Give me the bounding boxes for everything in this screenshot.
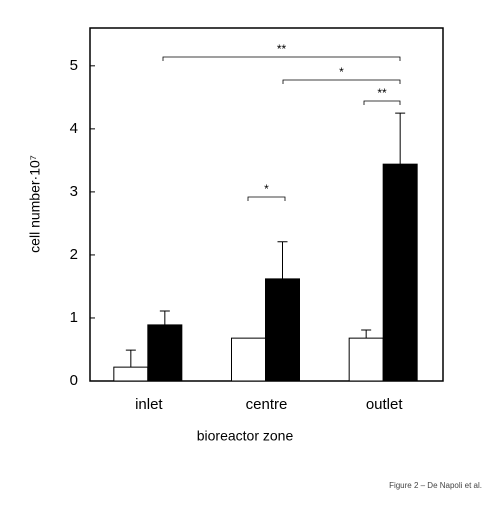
significance-bracket xyxy=(247,196,286,201)
y-tick-label: 5 xyxy=(70,57,78,74)
bar xyxy=(265,278,300,382)
significance-label: * xyxy=(264,182,269,196)
error-bar xyxy=(361,329,372,339)
figure-note: Figure 2 – De Napoli et al. xyxy=(389,481,482,490)
significance-bracket xyxy=(162,56,401,61)
error-bar xyxy=(125,349,136,368)
error-bar xyxy=(159,310,170,325)
significance-label: * xyxy=(339,65,344,79)
bar xyxy=(113,366,149,382)
bar xyxy=(231,337,266,382)
error-bar xyxy=(395,112,406,165)
y-tick-label: 3 xyxy=(70,183,78,200)
error-bar xyxy=(277,241,288,279)
x-tick-label: outlet xyxy=(366,396,404,413)
significance-label: ** xyxy=(377,86,387,100)
y-tick-label: 0 xyxy=(70,372,78,389)
bar xyxy=(382,163,418,382)
x-tick-label: inlet xyxy=(135,396,163,413)
bar xyxy=(147,324,183,382)
bar xyxy=(348,337,384,382)
x-axis-label: bioreactor zone xyxy=(197,428,294,444)
x-tick-label: centre xyxy=(246,396,288,413)
significance-bracket xyxy=(363,100,401,105)
significance-label: ** xyxy=(277,42,287,56)
significance-bracket xyxy=(282,79,401,84)
y-tick-label: 4 xyxy=(70,120,78,137)
y-tick-label: 1 xyxy=(70,309,78,326)
y-tick-label: 2 xyxy=(70,246,78,263)
y-axis-label: cell number·10⁷ xyxy=(27,155,43,253)
